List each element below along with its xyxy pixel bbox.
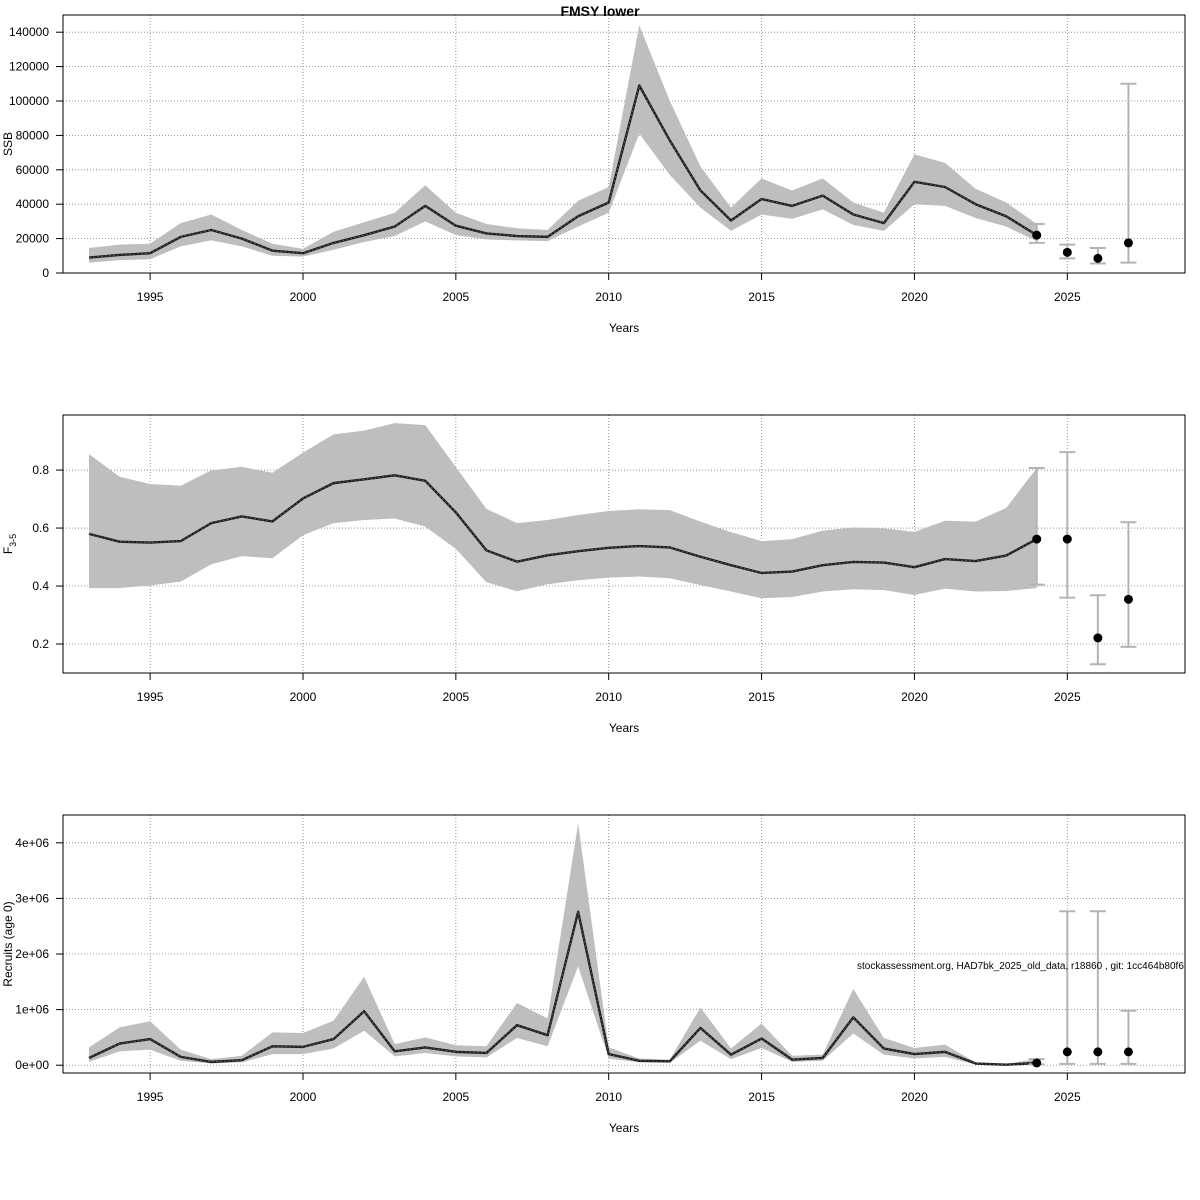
forecast-point: [1093, 633, 1103, 643]
x-tick-label: 2005: [443, 290, 470, 304]
forecast-point: [1093, 253, 1103, 263]
plot-box: [62, 414, 1186, 674]
x-tick-label: 2005: [443, 690, 470, 704]
y-tick-label: 0.2: [32, 637, 49, 651]
x-tick-label: 2005: [443, 1090, 470, 1104]
y-tick-label: 40000: [16, 197, 50, 211]
x-tick-label: 2020: [901, 290, 928, 304]
y-tick-label: 2e+06: [15, 947, 49, 961]
confidence-band: [88, 823, 1037, 1065]
ssb-panel: 1995 2000 2005 2010 2015 2020 2025 0 20000 40000 6…: [1, 14, 1186, 335]
y-axis-label: F3-5: [1, 534, 18, 554]
estimate-line-dash: [88, 84, 1037, 259]
x-tick-label: 2010: [595, 1090, 622, 1104]
forecast-point: [1032, 1058, 1042, 1068]
forecast-point: [1062, 534, 1072, 544]
recruitment-panel: 1995 2000 2005 2010 2015 2020 2025 0e+00 1e+06 2e…: [1, 814, 1186, 1135]
x-axis-label: Years: [609, 721, 639, 735]
y-axis-label: Recruits (age 0): [1, 901, 15, 986]
y-tick-label: 60000: [16, 163, 50, 177]
y-tick-label: 0.8: [32, 463, 49, 477]
x-tick-label: 1995: [137, 690, 164, 704]
y-tick-label: 20000: [16, 232, 50, 246]
x-tick-label: 2000: [290, 290, 317, 304]
y-tick-label: 1e+06: [15, 1003, 49, 1017]
forecast-point: [1123, 1047, 1133, 1057]
y-tick-label: 0e+00: [15, 1058, 49, 1072]
x-tick-label: 2010: [595, 690, 622, 704]
x-tick-label: 2000: [290, 1090, 317, 1104]
forecast-point: [1123, 594, 1133, 604]
x-tick-label: 2015: [748, 290, 775, 304]
x-tick-label: 2020: [901, 690, 928, 704]
forecast-point: [1062, 247, 1072, 257]
x-tick-label: 2010: [595, 290, 622, 304]
x-tick-label: 1995: [137, 1090, 164, 1104]
x-tick-label: 2000: [290, 690, 317, 704]
forecast-point: [1032, 230, 1042, 240]
plot-box: [62, 814, 1186, 1074]
forecast-point: [1032, 534, 1042, 544]
y-tick-label: 0: [42, 266, 49, 280]
y-tick-label: 4e+06: [15, 836, 49, 850]
estimate-line-dash: [88, 474, 1037, 574]
confidence-band: [88, 423, 1037, 599]
y-axis-label: SSB: [1, 132, 15, 156]
y-tick-label: 0.6: [32, 521, 49, 535]
x-tick-label: 2025: [1054, 690, 1081, 704]
x-tick-label: 1995: [137, 290, 164, 304]
x-tick-label: 2020: [901, 1090, 928, 1104]
y-tick-label: 3e+06: [15, 891, 49, 905]
x-tick-label: 2025: [1054, 1090, 1081, 1104]
x-axis-label: Years: [609, 321, 639, 335]
y-tick-label: 0.4: [32, 579, 49, 593]
footnote-text: stockassessment.org, HAD7bk_2025_old_dat…: [857, 961, 1184, 972]
forecast-point: [1123, 238, 1133, 248]
x-tick-label: 2015: [748, 1090, 775, 1104]
plot-box: [62, 14, 1186, 274]
y-tick-label: 100000: [9, 94, 49, 108]
x-tick-label: 2025: [1054, 290, 1081, 304]
forecast-point: [1093, 1047, 1103, 1057]
y-tick-label: 140000: [9, 25, 49, 39]
y-tick-label: 120000: [9, 60, 49, 74]
y-tick-label: 80000: [16, 128, 50, 142]
x-axis-label: Years: [609, 1121, 639, 1135]
x-tick-label: 2015: [748, 690, 775, 704]
forecast-point: [1062, 1047, 1072, 1057]
fishing-mortality-panel: 1995 2000 2005 2010 2015 2020 2025 0.2 0.4 0.6 0.8…: [1, 414, 1186, 735]
estimate-line-dash: [88, 911, 1037, 1066]
main-title: FMSY lower: [560, 3, 640, 19]
